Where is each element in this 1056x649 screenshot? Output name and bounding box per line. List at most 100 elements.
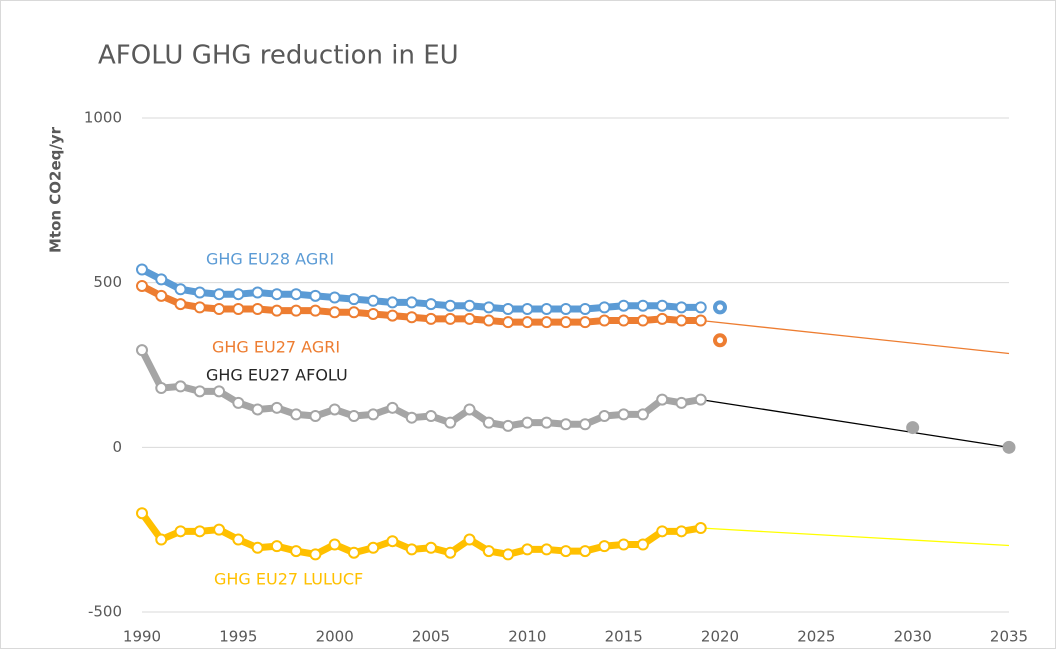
data-point	[270, 401, 283, 414]
chart-title: AFOLU GHG reduction in EU	[98, 41, 459, 71]
target-marker	[713, 333, 727, 348]
data-point	[675, 396, 688, 409]
x-tick-label: 2035	[990, 628, 1028, 646]
x-tick-label: 2020	[701, 628, 739, 646]
data-point	[579, 545, 592, 558]
data-point	[155, 533, 168, 546]
data-point	[270, 540, 283, 553]
data-point	[405, 311, 418, 324]
data-point	[386, 401, 399, 414]
data-point	[617, 314, 630, 327]
data-point	[521, 543, 534, 556]
data-point	[502, 303, 515, 316]
data-point	[444, 299, 457, 312]
series-label: GHG EU28 AGRI	[206, 250, 334, 269]
data-point	[656, 312, 669, 325]
data-point	[155, 382, 168, 395]
data-point	[213, 523, 226, 536]
series-label: GHG EU27 AFOLU	[206, 366, 348, 385]
data-point	[598, 301, 611, 314]
data-point	[425, 541, 437, 554]
data-point	[193, 301, 206, 314]
data-point	[540, 303, 553, 316]
data-point	[367, 307, 380, 320]
data-point	[444, 546, 457, 559]
data-point	[405, 296, 418, 309]
data-point	[174, 525, 187, 538]
y-tick-label: 1000	[84, 109, 122, 127]
data-point	[482, 301, 495, 314]
data-point	[425, 410, 437, 423]
data-point	[502, 548, 515, 561]
data-point	[270, 288, 283, 301]
target-marker	[1002, 440, 1016, 454]
data-point	[251, 541, 264, 554]
data-point	[136, 507, 148, 520]
data-point	[502, 419, 515, 432]
data-point	[482, 314, 495, 327]
data-point	[213, 385, 226, 398]
target-marker	[713, 300, 727, 315]
target-marker	[906, 421, 920, 435]
data-point	[636, 299, 649, 312]
data-point	[136, 263, 148, 276]
data-point	[694, 393, 707, 406]
data-point	[251, 286, 264, 299]
data-point	[540, 316, 553, 329]
x-tick-label: 2015	[605, 628, 643, 646]
data-point	[386, 535, 399, 548]
data-point	[347, 546, 360, 559]
data-point	[386, 309, 399, 322]
data-point	[174, 283, 187, 296]
data-point	[444, 312, 457, 325]
data-point	[675, 525, 688, 538]
data-point	[193, 525, 206, 538]
data-point	[636, 538, 649, 551]
projection-line	[700, 398, 1010, 448]
data-point	[463, 312, 476, 325]
series-label: GHG EU27 AGRI	[212, 338, 340, 357]
data-point	[155, 273, 168, 286]
data-point	[193, 286, 206, 299]
data-point	[232, 303, 245, 316]
data-point	[675, 314, 688, 327]
y-tick-label: -500	[88, 603, 122, 621]
data-point	[636, 408, 649, 421]
data-point	[309, 410, 322, 423]
data-point	[559, 545, 572, 558]
data-point	[290, 288, 303, 301]
data-point	[367, 408, 380, 421]
data-point	[367, 294, 380, 307]
data-point	[598, 540, 611, 553]
data-point	[617, 538, 630, 551]
y-tick-label: 0	[112, 438, 122, 456]
data-point	[290, 304, 303, 317]
x-tick-label: 2010	[508, 628, 546, 646]
projection-line	[700, 319, 1010, 355]
data-point	[598, 314, 611, 327]
x-tick-label: 2005	[412, 628, 450, 646]
data-point	[694, 522, 707, 535]
data-point	[174, 380, 187, 393]
data-point	[309, 548, 322, 561]
data-point	[232, 288, 245, 301]
data-point	[251, 403, 264, 416]
data-point	[540, 543, 553, 556]
data-point	[309, 304, 322, 317]
data-point	[521, 416, 534, 429]
data-point	[232, 396, 245, 409]
data-point	[405, 411, 418, 424]
data-point	[425, 298, 437, 311]
data-point	[251, 303, 264, 316]
data-point	[270, 304, 283, 317]
data-point	[328, 403, 341, 416]
series-label: GHG EU27 LULUCF	[214, 570, 363, 589]
data-point	[193, 385, 206, 398]
data-point	[617, 299, 630, 312]
data-point	[405, 543, 418, 556]
data-point	[136, 279, 148, 292]
data-point	[463, 299, 476, 312]
data-point	[482, 416, 495, 429]
data-point	[347, 410, 360, 423]
